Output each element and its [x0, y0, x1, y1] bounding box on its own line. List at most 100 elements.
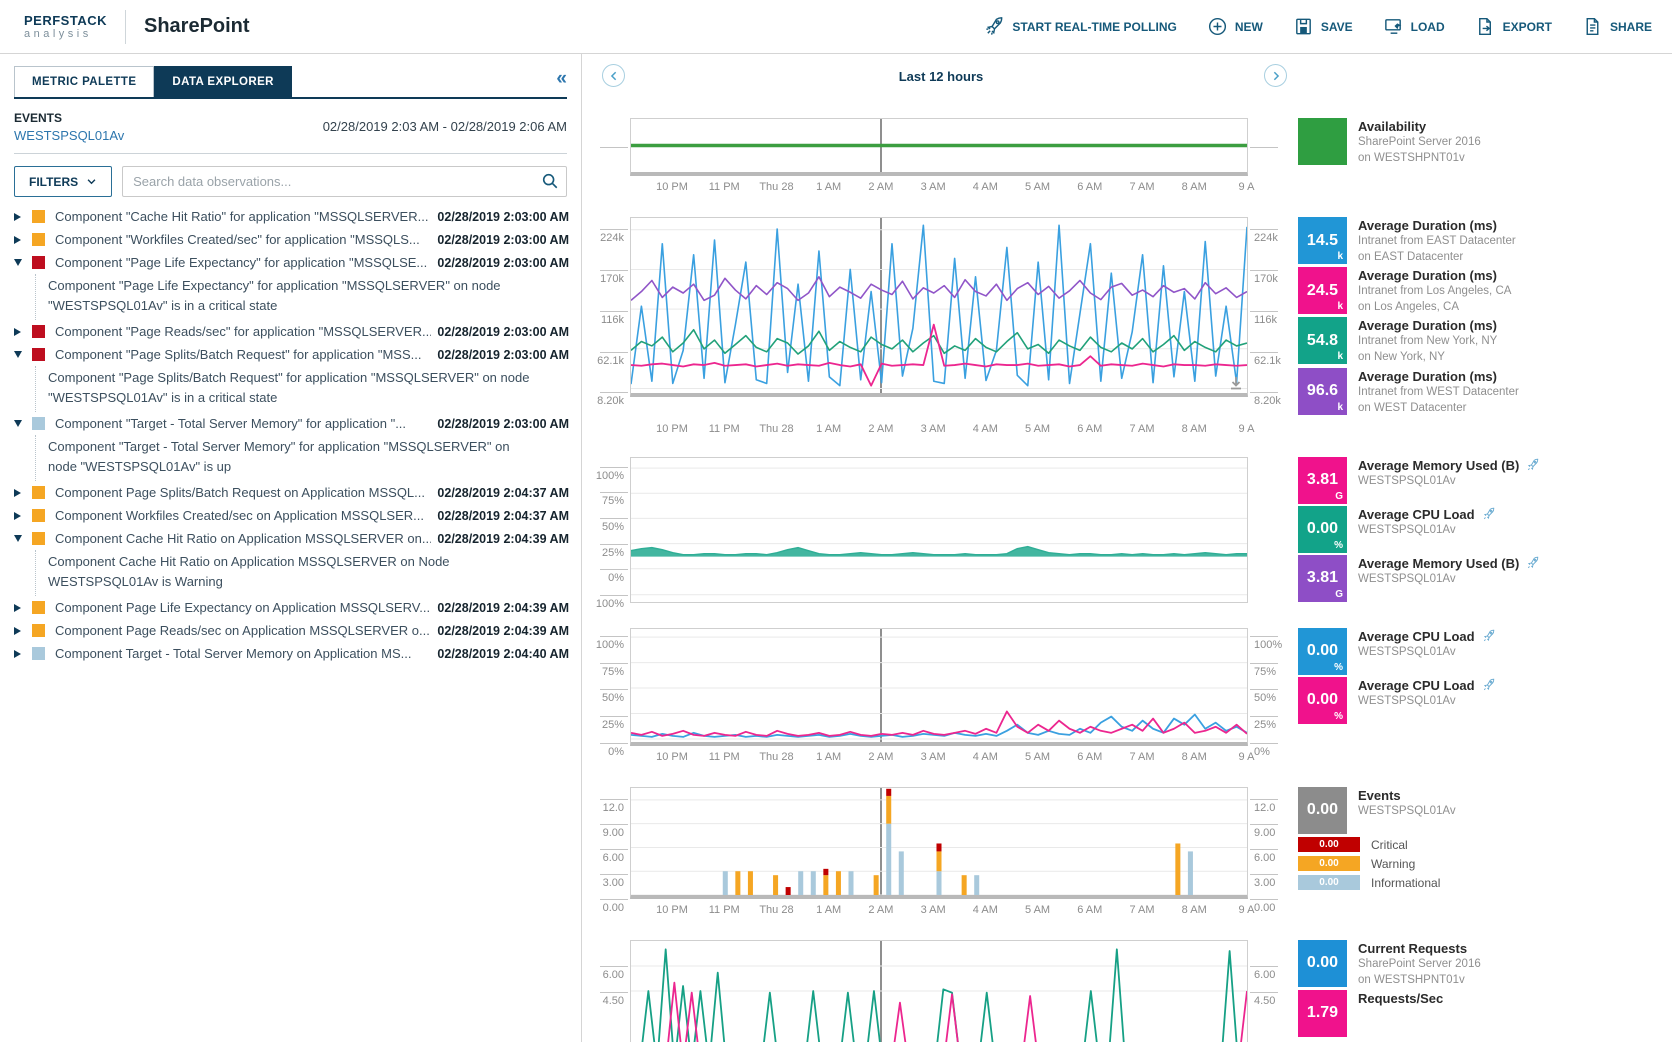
collapse-sidebar-icon[interactable]: « [556, 68, 567, 90]
legend-entry[interactable]: 1.79Requests/Sec [1298, 990, 1672, 1037]
legend-entry[interactable]: 0.00%Average CPU LoadWESTSPSQL01Av [1298, 677, 1672, 724]
event-row[interactable]: Component Cache Hit Ratio on Application… [8, 527, 575, 550]
tab-metric-palette[interactable]: METRIC PALETTE [14, 66, 154, 97]
plot-area[interactable] [630, 787, 1248, 899]
x-tick-label: 4 AM [973, 904, 998, 916]
legend-entry[interactable]: 54.8kAverage Duration (ms)Intranet from … [1298, 317, 1672, 365]
legend-entry[interactable]: 24.5kAverage Duration (ms)Intranet from … [1298, 267, 1672, 315]
realtime-rocket-icon[interactable] [1526, 556, 1540, 570]
rocket-button[interactable]: START REAL-TIME POLLING [984, 16, 1176, 37]
realtime-rocket-icon[interactable] [1482, 507, 1496, 521]
plot-area[interactable] [630, 118, 1248, 176]
expand-event-icon[interactable] [14, 328, 28, 336]
legend-subline: WESTSPSQL01Av [1358, 522, 1496, 538]
event-row[interactable]: Component "Page Reads/sec" for applicati… [8, 320, 575, 343]
plus-circle-button[interactable]: NEW [1207, 16, 1263, 37]
legend-entry[interactable]: 3.81GAverage Memory Used (B)WESTSPSQL01A… [1298, 457, 1672, 504]
event-row[interactable]: Component Workfiles Created/sec on Appli… [8, 504, 575, 527]
y-tick-label: 62.1k [597, 355, 624, 367]
scroll-down-icon[interactable] [1228, 375, 1244, 391]
previous-time-button[interactable] [602, 64, 625, 87]
axis-tick [600, 147, 628, 148]
event-row[interactable]: Component Page Life Expectancy on Applic… [8, 596, 575, 619]
legend-entry[interactable]: 0.00%Average CPU LoadWESTSPSQL01Av [1298, 506, 1672, 553]
y-tick-label: 3.00 [1254, 877, 1275, 889]
expand-event-icon[interactable] [14, 512, 28, 520]
event-row[interactable]: Component Target - Total Server Memory o… [8, 642, 575, 665]
perfstack-logo[interactable]: PERFSTACK analysis [24, 13, 107, 40]
filter-row: FILTERS [14, 166, 567, 197]
event-row[interactable]: Component "Workfiles Created/sec" for ap… [8, 228, 575, 251]
event-row[interactable]: Component "Page Splits/Batch Request" fo… [8, 343, 575, 366]
load-button[interactable]: LOAD [1383, 16, 1445, 37]
legend-entry[interactable]: 0.00Informational [1298, 874, 1672, 892]
events-header: EVENTS WESTSPSQL01Av 02/28/2019 2:03 AM … [14, 111, 567, 154]
search-icon[interactable] [541, 172, 559, 190]
legend-value-chip: 0.00 [1298, 837, 1360, 852]
y-tick-label: 9.00 [1254, 827, 1275, 839]
realtime-rocket-icon[interactable] [1482, 629, 1496, 643]
realtime-rocket-icon[interactable] [1526, 458, 1540, 472]
events-node-link[interactable]: WESTSPSQL01Av [14, 128, 124, 143]
collapse-event-icon[interactable] [14, 259, 28, 266]
plot-area[interactable] [630, 457, 1248, 603]
y-tick-label: 6.00 [603, 969, 624, 981]
legend-entry[interactable]: 0.00Current RequestsSharePoint Server 20… [1298, 940, 1672, 988]
y-tick-label: 170k [600, 273, 624, 285]
collapse-event-icon[interactable] [14, 535, 28, 542]
legend-value-chip: 0.00 [1298, 787, 1347, 834]
x-tick-label: 9 A [1239, 904, 1255, 916]
export-button[interactable]: EXPORT [1475, 16, 1552, 37]
event-row[interactable]: Component "Page Life Expectancy" for app… [8, 251, 575, 274]
expand-event-icon[interactable] [14, 213, 28, 221]
legend-entry[interactable]: 96.6kAverage Duration (ms)Intranet from … [1298, 368, 1672, 416]
expand-event-icon[interactable] [14, 604, 28, 612]
event-row[interactable]: Component Page Splits/Batch Request on A… [8, 481, 575, 504]
y-axis-right: 224k170k116k62.1k8.20k [1248, 217, 1290, 397]
legend-entry[interactable]: 0.00Warning [1298, 855, 1672, 873]
expand-event-icon[interactable] [14, 489, 28, 497]
plot-area[interactable] [630, 628, 1248, 746]
collapse-event-icon[interactable] [14, 351, 28, 358]
save-button[interactable]: SAVE [1293, 16, 1353, 37]
chart-events: 12.09.006.003.000.0012.09.006.003.000.00… [582, 787, 1672, 920]
next-time-button[interactable] [1264, 64, 1287, 87]
x-tick-label: 1 AM [816, 751, 841, 763]
axis-tick [1250, 799, 1278, 800]
y-tick-label: 224k [600, 232, 624, 244]
tab-data-explorer[interactable]: DATA EXPLORER [154, 66, 291, 97]
event-text: Component Workfiles Created/sec on Appli… [55, 508, 431, 523]
event-row[interactable]: Component "Cache Hit Ratio" for applicat… [8, 205, 575, 228]
axis-tick [1250, 392, 1278, 393]
x-tick-label: 10 PM [656, 751, 688, 763]
search-input[interactable] [122, 166, 567, 197]
event-row[interactable]: Component "Target - Total Server Memory"… [8, 412, 575, 435]
x-tick-label: 3 AM [921, 181, 946, 193]
legend-subline: WESTSPSQL01Av [1358, 693, 1496, 709]
event-detail: Component "Target - Total Server Memory"… [35, 435, 575, 481]
x-tick-label: Thu 28 [759, 181, 793, 193]
legend-entry[interactable]: 14.5kAverage Duration (ms)Intranet from … [1298, 217, 1672, 265]
plot-area[interactable] [630, 940, 1248, 1042]
chart-avg-duration: 224k170k116k62.1k8.20k224k170k116k62.1k8… [582, 217, 1672, 439]
legend-entry[interactable]: 0.00Critical [1298, 836, 1672, 854]
filters-button[interactable]: FILTERS [14, 166, 112, 197]
legend-value-chip: 3.81G [1298, 457, 1347, 504]
legend-value-chip: 24.5k [1298, 267, 1347, 314]
expand-event-icon[interactable] [14, 236, 28, 244]
y-tick-label: 8.20k [1254, 395, 1281, 407]
collapse-event-icon[interactable] [14, 420, 28, 427]
realtime-rocket-icon[interactable] [1482, 678, 1496, 692]
legend-entry[interactable]: 0.00%Average CPU LoadWESTSPSQL01Av [1298, 628, 1672, 675]
legend-entry[interactable]: 0.00EventsWESTSPSQL01Av [1298, 787, 1672, 834]
share-button[interactable]: SHARE [1582, 16, 1652, 37]
axis-tick [1250, 311, 1278, 312]
legend-value-unit: % [1334, 711, 1343, 722]
legend-entry[interactable]: AvailabilitySharePoint Server 2016on WES… [1298, 118, 1672, 166]
legend-entry[interactable]: 3.81GAverage Memory Used (B)WESTSPSQL01A… [1298, 555, 1672, 602]
expand-event-icon[interactable] [14, 627, 28, 635]
event-row[interactable]: Component Page Reads/sec on Application … [8, 619, 575, 642]
plot-area[interactable] [630, 217, 1248, 397]
expand-event-icon[interactable] [14, 650, 28, 658]
x-tick-label: Thu 28 [759, 751, 793, 763]
